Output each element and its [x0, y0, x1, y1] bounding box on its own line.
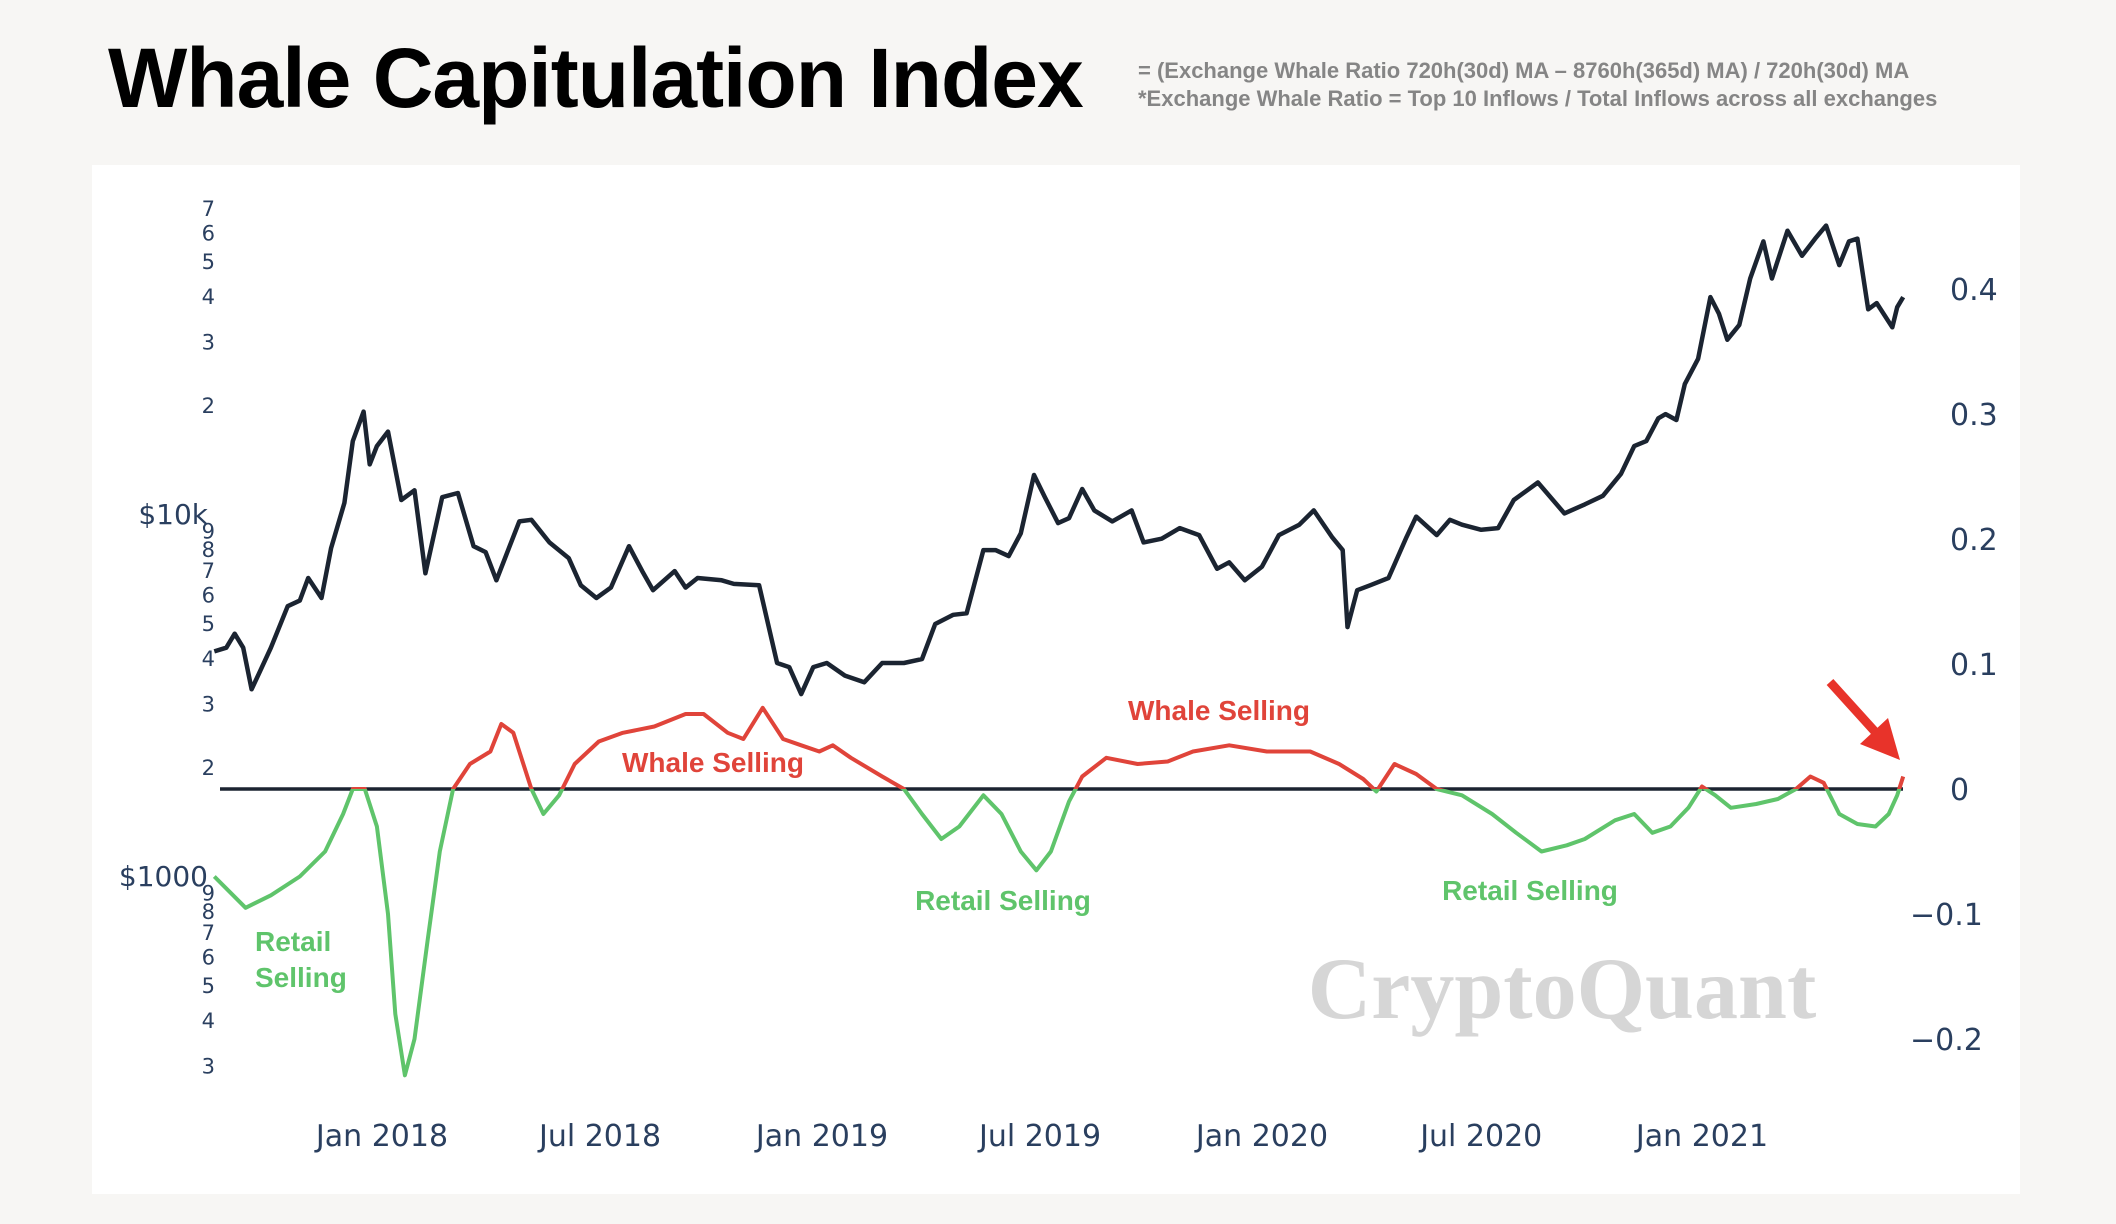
left-axis-tick-label: 6 [202, 221, 215, 245]
left-axis-tick-label: 7 [202, 921, 215, 945]
left-axis-tick-label: 5 [202, 612, 215, 636]
left-axis-tick-label: 7 [202, 559, 215, 583]
right-axis-tick-label: 0 [1950, 773, 1969, 808]
left-axis-tick-label: 8 [202, 538, 215, 562]
x-axis-tick-label: Jan 2018 [314, 1119, 448, 1154]
left-axis-tick-label: 6 [202, 583, 215, 607]
x-axis-tick-label: Jul 2020 [1418, 1119, 1542, 1154]
watermark: CryptoQuant [1308, 941, 1817, 1038]
left-axis-tick-label: 4 [202, 1009, 215, 1033]
left-axis-tick-label: 9 [202, 520, 215, 544]
annotation-whale-selling-2: Whale Selling [1128, 695, 1310, 726]
left-axis-tick-label: 4 [202, 285, 215, 309]
left-axis-tick-label: 5 [202, 974, 215, 998]
left-axis-tick-label: $1000 [119, 860, 208, 893]
index-line-negative [212, 789, 1902, 1078]
annotation-retail-selling-1: Retail Selling [915, 885, 1091, 916]
annotation-whale-selling-1: Whale Selling [622, 747, 804, 778]
x-axis-tick-label: Jan 2021 [1634, 1119, 1768, 1154]
red-arrow-icon [1826, 678, 1900, 760]
formula-line-1: = (Exchange Whale Ratio 720h(30d) MA – 8… [1138, 58, 1910, 83]
right-axis-tick-label: 0.1 [1950, 648, 1998, 683]
price-line [213, 223, 1906, 697]
chart-panel [92, 165, 2020, 1194]
formula-line-2: *Exchange Whale Ratio = Top 10 Inflows /… [1138, 86, 1938, 111]
x-axis-tick-label: Jan 2020 [1194, 1119, 1328, 1154]
x-axis-tick-label: Jan 2019 [754, 1119, 888, 1154]
right-axis-tick-label: −0.2 [1910, 1023, 1983, 1058]
right-axis-tick-label: −0.1 [1910, 898, 1983, 933]
left-axis-tick-label: 3 [202, 330, 215, 354]
right-axis-tick-label: 0.4 [1950, 273, 1998, 308]
left-axis-tick-label: 2 [202, 394, 215, 418]
annotation-retail-selling-2: Retail Selling [1442, 875, 1618, 906]
left-axis-tick-label: 5 [202, 250, 215, 274]
right-axis-tick-label: 0.3 [1950, 398, 1998, 433]
x-axis-tick-label: Jul 2019 [977, 1119, 1101, 1154]
left-axis-tick-label: 7 [202, 197, 215, 221]
left-axis-tick-label: 3 [202, 1054, 215, 1078]
annotation-retail-selling-3b: Selling [255, 962, 347, 993]
left-axis-tick-label: 2 [202, 756, 215, 780]
right-axis-tick-label: 0.2 [1950, 523, 1998, 558]
x-axis-tick-label: Jul 2018 [537, 1119, 661, 1154]
chart-title: Whale Capitulation Index [108, 31, 1084, 125]
left-axis-tick-label: 8 [202, 900, 215, 924]
left-axis-tick-label: 3 [202, 692, 215, 716]
left-axis-tick-label: $10k [138, 498, 208, 531]
annotation-retail-selling-3a: Retail [255, 926, 331, 957]
left-axis-tick-label: 9 [202, 882, 215, 906]
left-axis-tick-label: 6 [202, 945, 215, 969]
left-axis-tick-label: 4 [202, 647, 215, 671]
